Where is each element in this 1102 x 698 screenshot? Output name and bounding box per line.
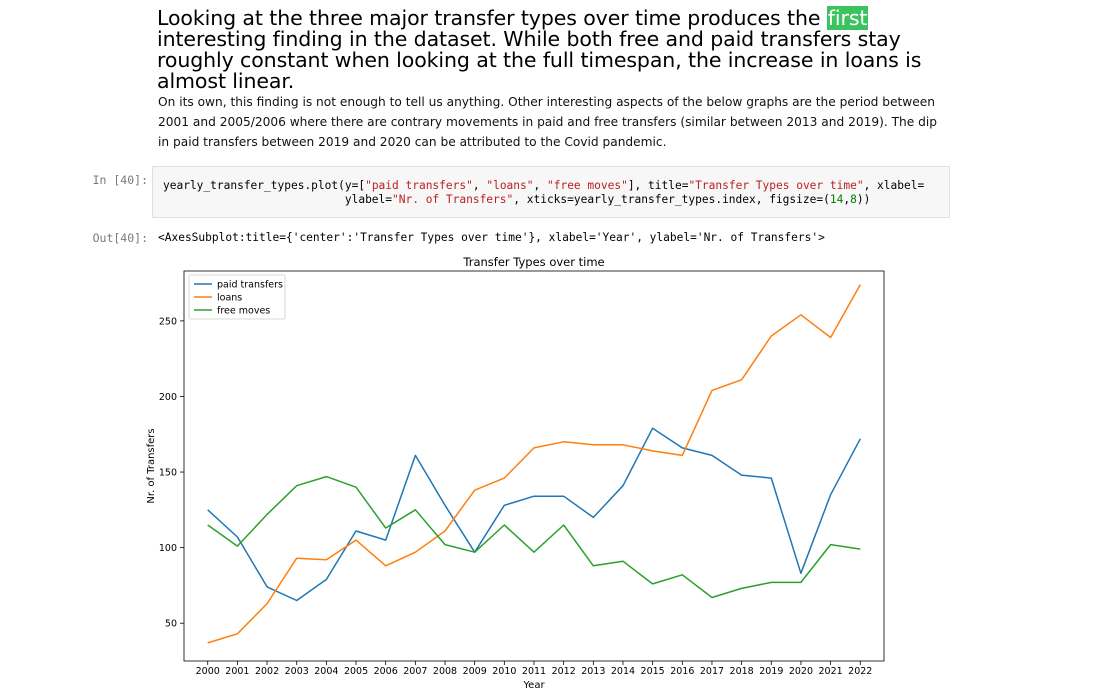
markdown-cell: Looking at the three major transfer type…: [157, 6, 947, 149]
code-text: yearly_transfer_types.plot(y=[: [163, 179, 366, 192]
legend-label: paid transfers: [217, 280, 283, 291]
x-tick-label: 2014: [611, 666, 635, 677]
x-tick-label: 2009: [463, 666, 487, 677]
x-tick-label: 2004: [314, 666, 338, 677]
x-tick-label: 2012: [552, 666, 576, 677]
code-text: )): [856, 193, 871, 206]
code-string: "Transfer Types over time": [688, 179, 864, 192]
search-highlight: first: [826, 6, 869, 30]
x-tick-label: 2016: [670, 666, 694, 677]
code-text: , xticks=yearly_transfer_types.index, fi…: [513, 193, 830, 206]
x-tick-label: 2013: [581, 666, 605, 677]
x-tick-label: 2010: [492, 666, 516, 677]
legend: paid transfers loans free moves: [188, 274, 286, 320]
legend-label: loans: [217, 293, 242, 304]
x-tick-label: 2001: [225, 666, 249, 677]
code-number: 14: [829, 193, 844, 206]
code-text: ], title=: [627, 179, 689, 192]
x-tick-label: 2015: [641, 666, 665, 677]
plot-area: [183, 270, 885, 662]
series-line-free-moves: [207, 475, 861, 599]
series-line-paid-transfers: [207, 427, 861, 602]
y-tick-label: 100: [159, 543, 177, 554]
x-tick-label: 2011: [522, 666, 546, 677]
x-tick-label: 2022: [848, 666, 872, 677]
legend-box: [188, 274, 286, 320]
y-axis: 50 100 150 200 250: [159, 316, 184, 630]
markdown-paragraph: On its own, this finding is not enough t…: [158, 95, 938, 149]
x-tick-label: 2018: [730, 666, 754, 677]
code-number: 8: [850, 193, 857, 206]
code-string: "paid transfers": [365, 179, 473, 192]
x-tick-label: 2019: [759, 666, 783, 677]
x-tick-label: 2007: [403, 666, 427, 677]
code-text: ,: [533, 179, 547, 192]
x-tick-label: 2020: [789, 666, 813, 677]
code-text: ,: [843, 193, 851, 206]
y-tick-label: 200: [159, 392, 177, 403]
code-text: ylabel=: [163, 193, 393, 206]
x-axis-label: Year: [522, 680, 545, 691]
series-line-loans: [207, 284, 861, 644]
x-tick-label: 2003: [285, 666, 309, 677]
markdown-heading: Looking at the three major transfer type…: [157, 6, 947, 93]
code-text: ,: [472, 179, 487, 192]
input-prompt: In [40]:: [92, 173, 148, 187]
code-string: "loans": [486, 179, 534, 192]
y-tick-label: 250: [159, 316, 177, 327]
x-tick-label: 2021: [819, 666, 843, 677]
legend-label: free moves: [217, 306, 270, 317]
x-tick-label: 2008: [433, 666, 457, 677]
chart-title: Transfer Types over time: [462, 255, 604, 269]
x-tick-label: 2017: [700, 666, 724, 677]
heading-text-end: interesting finding in the dataset. Whil…: [157, 27, 922, 93]
y-tick-label: 50: [165, 619, 177, 630]
code-text: , xlabel=: [863, 179, 925, 192]
x-tick-label: 2000: [196, 666, 220, 677]
code-string: "free moves": [546, 179, 628, 192]
x-tick-label: 2006: [374, 666, 398, 677]
code-string: "Nr. of Transfers": [392, 193, 514, 206]
y-axis-label: Nr. of Transfers: [146, 428, 157, 503]
code-input-area[interactable]: yearly_transfer_types.plot(y=["paid tran…: [152, 166, 950, 218]
output-text: <AxesSubplot:title={'center':'Transfer T…: [158, 231, 825, 244]
series-lines: [207, 284, 861, 644]
x-tick-label: 2005: [344, 666, 368, 677]
y-tick-label: 150: [159, 468, 177, 479]
output-prompt: Out[40]:: [92, 231, 148, 245]
x-axis: 2000 2001 2002 2003 2004 2005 2006 2007 2008 2009…: [196, 661, 872, 677]
heading-text-start: Looking at the three major transfer type…: [157, 6, 827, 30]
x-tick-label: 2002: [255, 666, 279, 677]
